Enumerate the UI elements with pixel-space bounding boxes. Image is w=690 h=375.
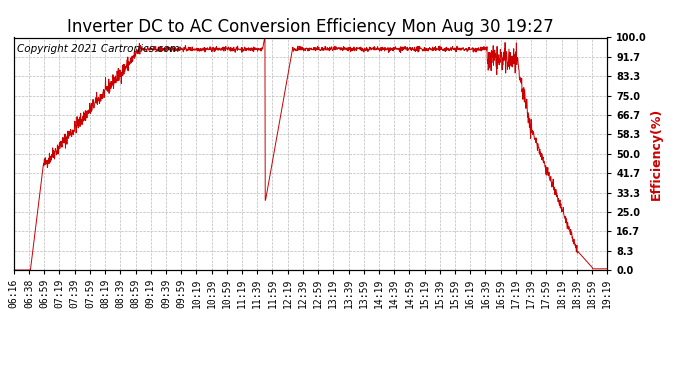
Title: Inverter DC to AC Conversion Efficiency Mon Aug 30 19:27: Inverter DC to AC Conversion Efficiency …: [67, 18, 554, 36]
Y-axis label: Efficiency(%): Efficiency(%): [650, 108, 663, 200]
Text: Copyright 2021 Cartronics.com: Copyright 2021 Cartronics.com: [17, 45, 179, 54]
